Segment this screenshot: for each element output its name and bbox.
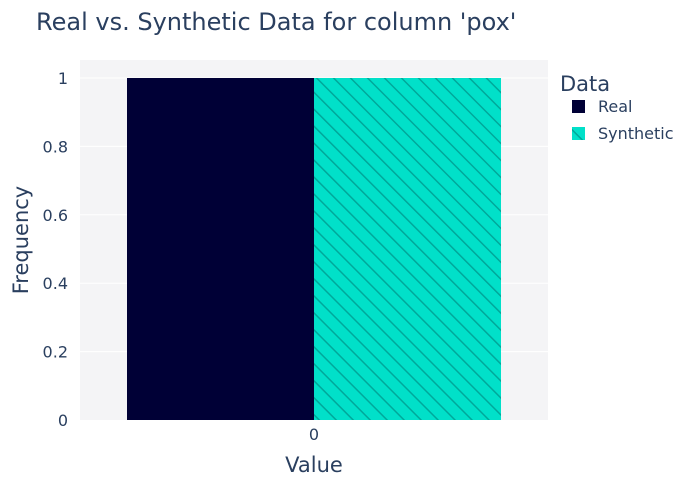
bars — [127, 78, 501, 420]
y-tick-label: 0 — [58, 411, 68, 430]
y-tick-label: 0.8 — [43, 137, 68, 156]
legend-title: Data — [560, 72, 610, 96]
legend-swatch — [572, 100, 585, 113]
legend-label: Synthetic — [598, 124, 674, 143]
legend-item-synthetic[interactable]: Synthetic — [572, 124, 674, 143]
legend-items: Real Synthetic — [572, 97, 674, 143]
y-tick-label: 1 — [58, 69, 68, 88]
legend-item-real[interactable]: Real — [572, 97, 633, 116]
x-axis-label: Value — [285, 453, 343, 477]
y-axis-label: Frequency — [9, 186, 33, 295]
legend-label: Real — [598, 97, 633, 116]
chart-title: Real vs. Synthetic Data for column 'pox' — [36, 8, 516, 36]
legend: Data Real Synthetic — [560, 72, 674, 143]
y-tick-label: 0.4 — [43, 274, 68, 293]
bar-synthetic — [314, 78, 501, 420]
x-tick-label: 0 — [309, 425, 319, 444]
y-tick-label: 0.2 — [43, 343, 68, 362]
y-tick-label: 0.6 — [43, 206, 68, 225]
legend-swatch — [572, 127, 585, 140]
x-axis-ticks: 0 — [309, 425, 319, 444]
y-axis-ticks: 0 0.2 0.4 0.6 0.8 1 — [43, 69, 68, 430]
bar-real — [127, 78, 314, 420]
